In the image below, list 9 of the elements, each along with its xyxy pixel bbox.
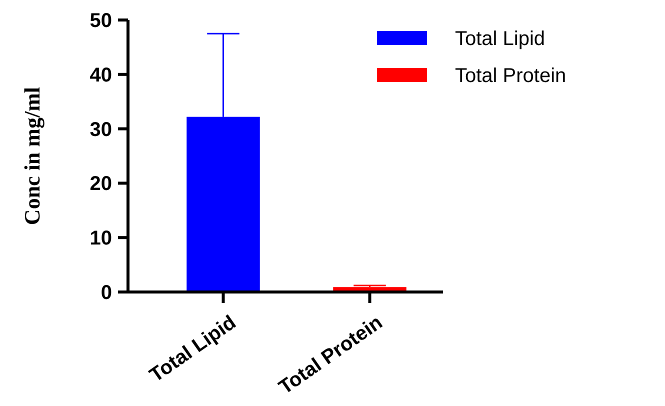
legend-label: Total Lipid xyxy=(455,28,546,50)
y-tick-label: 30 xyxy=(90,118,112,141)
y-tick-label: 40 xyxy=(90,64,112,86)
legend-label: Total Protein xyxy=(455,65,566,87)
y-axis-title: Conc in mg/ml xyxy=(20,86,45,226)
y-tick-label: 50 xyxy=(90,10,112,32)
y-tick-label: 20 xyxy=(90,173,112,196)
y-tick-label: 10 xyxy=(90,228,112,250)
y-tick-label: 0 xyxy=(100,282,112,304)
